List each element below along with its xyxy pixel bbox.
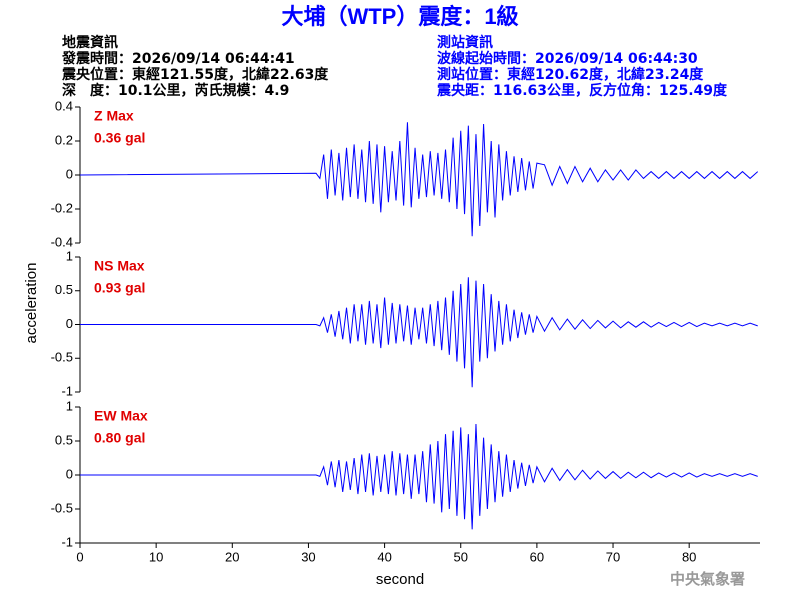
max-annotation: 0.80 gal [94, 430, 145, 446]
y-tick-label: -0.2 [51, 200, 73, 215]
y-axis-label: acceleration [23, 263, 40, 344]
y-tick-label: 0.5 [55, 432, 73, 447]
waveform [80, 423, 758, 530]
max-annotation: EW Max [94, 408, 148, 424]
y-tick-label: 1 [66, 398, 73, 413]
y-tick-label: 0.2 [55, 132, 73, 147]
event-info: 深 度：10.1公里，芮氏規模：4.9 [62, 82, 289, 99]
event-info: 地震資訊 [62, 34, 118, 51]
x-tick-label: 30 [301, 549, 315, 564]
x-tick-label: 0 [76, 549, 83, 564]
y-tick-label: -0.4 [51, 234, 73, 249]
station-info: 波線起始時間：2026/09/14 06:44:30 [437, 50, 698, 67]
max-annotation: Z Max [94, 108, 134, 124]
y-tick-label: 0 [66, 316, 73, 331]
x-tick-label: 40 [377, 549, 391, 564]
x-tick-label: 10 [149, 549, 163, 564]
max-annotation: 0.93 gal [94, 280, 145, 296]
y-tick-label: 0.4 [55, 98, 73, 113]
station-info: 震央距：116.63公里，反方位角：125.49度 [436, 82, 728, 99]
waveform [80, 277, 758, 388]
y-tick-label: 0 [66, 466, 73, 481]
max-annotation: 0.36 gal [94, 130, 145, 146]
event-info: 發震時間：2026/09/14 06:44:41 [61, 50, 295, 67]
x-tick-label: 80 [682, 549, 696, 564]
station-info: 測站位置：東經120.62度，北緯23.24度 [437, 66, 704, 83]
footer: 中央氣象署 [670, 570, 745, 588]
y-tick-label: 1 [66, 248, 73, 263]
y-tick-label: -1 [61, 383, 73, 398]
x-tick-label: 50 [454, 549, 468, 564]
y-tick-label: -1 [61, 534, 73, 549]
waveform [79, 122, 759, 237]
x-axis-label: second [376, 571, 424, 588]
title: 大埔（WTP）震度：1級 [281, 4, 518, 29]
event-info: 震央位置：東經121.55度，北緯22.63度 [61, 66, 329, 83]
y-tick-label: -0.5 [51, 500, 73, 515]
y-tick-label: -0.5 [51, 350, 73, 365]
max-annotation: NS Max [94, 258, 145, 274]
y-tick-label: 0 [66, 166, 73, 181]
x-tick-label: 20 [225, 549, 239, 564]
x-tick-label: 60 [530, 549, 544, 564]
y-tick-label: 0.5 [55, 282, 73, 297]
x-tick-label: 70 [606, 549, 620, 564]
station-info: 測站資訊 [437, 34, 493, 51]
